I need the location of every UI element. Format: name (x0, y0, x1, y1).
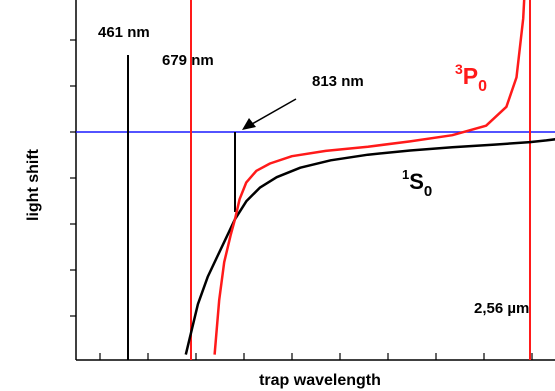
series-label-1s0: 1S0 (402, 167, 432, 200)
wavelength-markers (127, 0, 531, 360)
magic-wavelength-arrow (242, 98, 297, 130)
label-679nm: 679 nm (162, 52, 214, 69)
tick-marks (70, 39, 533, 360)
x-axis-label: trap wavelength (259, 372, 381, 389)
label-813nm: 813 nm (312, 73, 364, 90)
series-label-3p0: 3P0 (455, 61, 487, 95)
label-461nm: 461 nm (98, 24, 150, 41)
plot-frame (75, 0, 555, 361)
series-1s0-line (184, 138, 555, 355)
series-3p0-line (213, 0, 526, 355)
label-2-56um: 2,56 µm (474, 300, 529, 317)
y-axis-label: light shift (25, 148, 42, 221)
marker-labels: 461 nm 679 nm 813 nm 2,56 µm (94, 20, 529, 317)
